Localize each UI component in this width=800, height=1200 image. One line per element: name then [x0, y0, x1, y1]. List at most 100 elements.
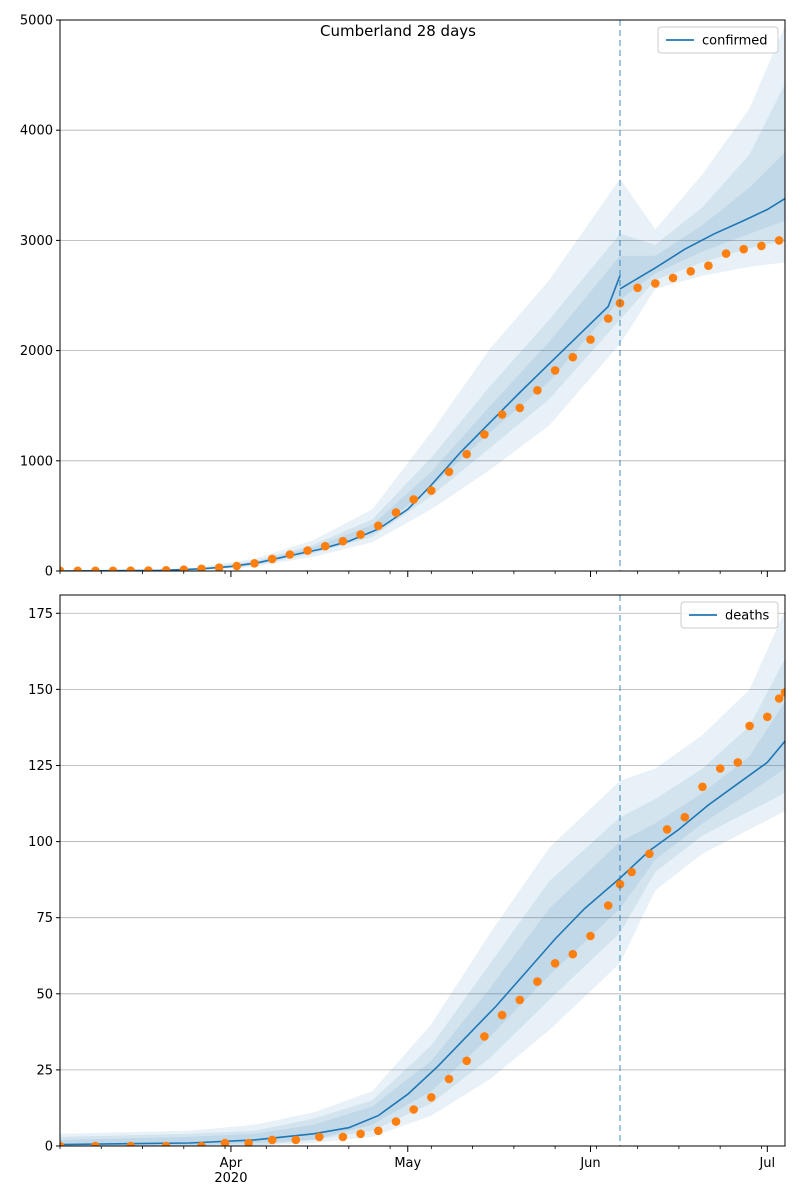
model-line — [60, 275, 621, 571]
observed-point — [409, 1105, 419, 1114]
observed-point — [586, 931, 595, 941]
uncertainty-band — [60, 83, 785, 571]
observed-point — [462, 449, 472, 459]
observed-point — [409, 495, 419, 504]
observed-point — [603, 901, 613, 910]
y-tick-label: 0 — [45, 565, 53, 580]
x-tick-label: May — [394, 1156, 421, 1171]
observed-point — [391, 1117, 401, 1126]
observed-point — [550, 959, 560, 968]
model-line-forecast — [619, 197, 785, 290]
y-tick-label: 3000 — [20, 234, 53, 249]
observed-point — [338, 536, 348, 546]
observed-point — [721, 249, 731, 258]
observed-point — [645, 849, 654, 859]
observed-point — [774, 694, 784, 703]
observed-point — [374, 521, 383, 531]
x-tick-label: Jul — [758, 1156, 775, 1171]
observed-point — [550, 366, 560, 375]
observed-point — [603, 314, 613, 323]
uncertainty-band — [60, 610, 785, 1146]
observed-point — [615, 879, 625, 889]
observed-point — [480, 1032, 489, 1041]
observed-point — [444, 1074, 454, 1084]
legend-label: deaths — [725, 609, 770, 624]
y-tick-label: 2000 — [20, 344, 53, 359]
observed-point — [680, 812, 690, 822]
y-tick-label: 4000 — [20, 124, 53, 139]
observed-point — [533, 977, 542, 986]
observed-point — [780, 688, 785, 697]
observed-point — [267, 554, 277, 564]
uncertainty-band — [60, 152, 785, 571]
observed-point — [161, 566, 171, 571]
observed-point — [126, 1141, 135, 1146]
observed-point — [745, 721, 754, 731]
axes-frame — [59, 594, 786, 1147]
chart-title: Cumberland 28 days — [320, 22, 476, 40]
observed-point — [533, 386, 542, 395]
observed-point — [739, 244, 748, 254]
observed-point — [497, 1010, 507, 1020]
y-tick-label: 25 — [36, 1063, 53, 1078]
observed-point — [374, 1126, 383, 1136]
observed-point — [686, 267, 695, 276]
observed-point — [197, 1141, 206, 1146]
observed-point — [568, 949, 578, 959]
observed-point — [144, 566, 153, 571]
y-tick-label: 125 — [28, 759, 53, 774]
observed-point — [179, 565, 189, 571]
observed-point — [662, 825, 672, 834]
observed-point — [244, 1138, 253, 1146]
legend-box — [657, 26, 779, 54]
observed-point — [60, 566, 65, 571]
observed-point — [161, 1141, 171, 1146]
observed-point — [267, 1135, 277, 1145]
observed-point — [633, 283, 642, 293]
observed-point — [586, 335, 595, 344]
observed-point — [444, 467, 454, 477]
observed-point — [715, 764, 725, 773]
x-tick-label: Apr — [220, 1156, 243, 1171]
plot-area — [60, 610, 785, 1146]
observed-point — [356, 530, 365, 539]
observed-point — [60, 1141, 65, 1146]
observed-point — [220, 1138, 230, 1146]
observed-point — [108, 566, 118, 571]
observed-point — [515, 403, 525, 413]
observed-point — [232, 561, 242, 571]
observed-point — [214, 563, 224, 571]
observed-point — [427, 486, 436, 495]
x-tick-sublabel: 2020 — [214, 1171, 247, 1186]
observed-point — [757, 241, 766, 251]
y-tick-label: 75 — [36, 911, 53, 926]
plot-area — [60, 25, 785, 571]
observed-point — [568, 352, 578, 362]
observed-point — [627, 867, 636, 877]
y-tick-label: 0 — [45, 1140, 53, 1155]
legend-box — [680, 601, 779, 629]
observed-point — [73, 566, 82, 571]
axes-frame — [59, 19, 786, 572]
observed-point — [651, 279, 660, 288]
y-tick-label: 150 — [28, 683, 53, 698]
y-tick-label: 175 — [28, 607, 53, 622]
observed-point — [285, 550, 295, 559]
observed-point — [704, 261, 713, 271]
observed-point — [315, 1132, 324, 1142]
x-tick-label: Jun — [579, 1156, 600, 1171]
observed-point — [763, 712, 772, 722]
observed-point — [91, 1141, 100, 1146]
y-tick-label: 5000 — [20, 14, 53, 29]
observed-point — [291, 1135, 301, 1145]
y-tick-label: 100 — [28, 835, 53, 850]
observed-point — [356, 1129, 365, 1139]
observed-point — [427, 1093, 436, 1102]
observed-point — [320, 541, 330, 551]
observed-point — [303, 546, 312, 555]
observed-point — [197, 564, 206, 571]
observed-point — [668, 273, 678, 283]
observed-point — [698, 782, 707, 792]
